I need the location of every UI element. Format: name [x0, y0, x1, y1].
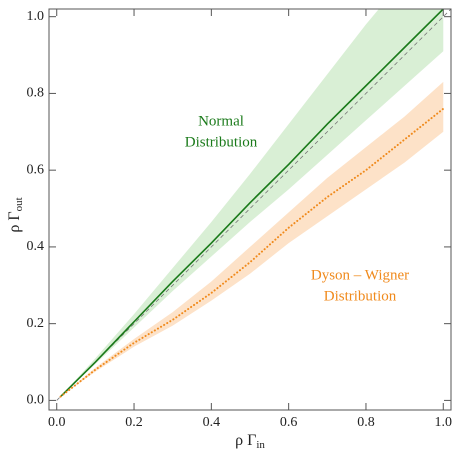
y-tick-label: 0.2: [27, 316, 45, 331]
x-label-text: ρ Γ: [235, 432, 256, 449]
annotation: Normal: [198, 113, 244, 129]
x-tick-label: 1.0: [435, 415, 453, 430]
x-tick-label: 0.8: [357, 415, 375, 430]
y-tick-label: 0.8: [27, 86, 45, 101]
x-label-sub: in: [256, 439, 265, 451]
y-axis-label: ρ Γout: [6, 197, 25, 232]
annotation: Dyson – Wigner: [311, 267, 409, 283]
x-tick-label: 0.6: [280, 415, 298, 430]
y-tick-label: 0.6: [27, 162, 45, 177]
x-tick-label: 0.4: [203, 415, 221, 430]
annotation: Distribution: [324, 288, 397, 304]
confidence-band: [60, 81, 444, 397]
x-axis-label: ρ Γin: [235, 432, 265, 451]
x-tick-label: 0.0: [48, 415, 66, 430]
reference-line: [56, 9, 451, 401]
y-tick-label: 0.4: [27, 239, 45, 254]
y-label-text: ρ Γ: [6, 211, 23, 232]
annotation: Distribution: [185, 134, 258, 150]
x-tick-label: 0.2: [125, 415, 143, 430]
series-line: [60, 9, 444, 398]
y-tick-label: 0.0: [27, 393, 45, 408]
frame: [48, 8, 452, 411]
confidence-band: [60, 9, 444, 397]
plot-area: [56, 9, 451, 401]
y-tick-label: 1.0: [27, 9, 45, 24]
series-line: [59, 107, 445, 398]
y-label-sub: out: [13, 197, 25, 211]
